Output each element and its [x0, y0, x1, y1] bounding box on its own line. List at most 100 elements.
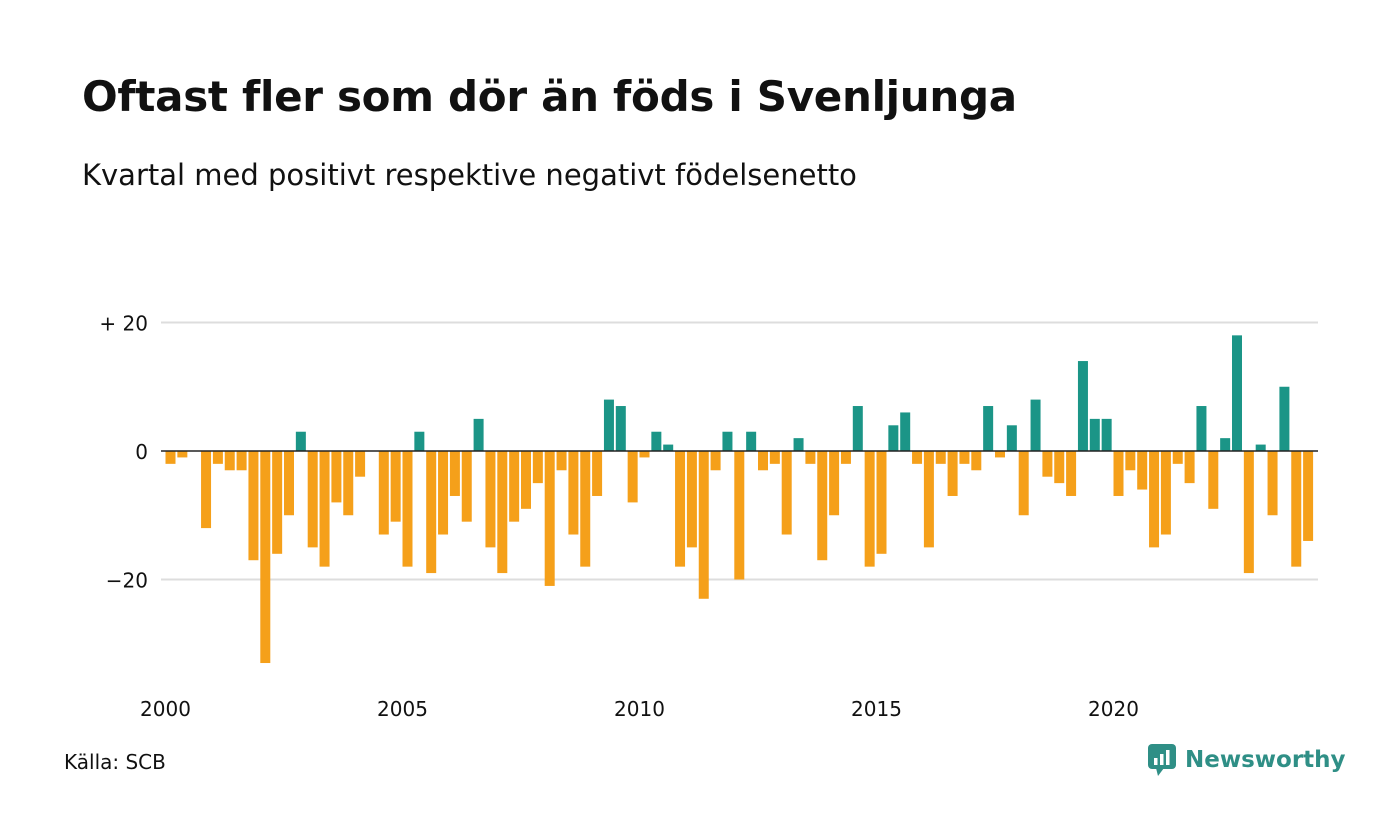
bar-2012-q3 [758, 451, 768, 471]
chart-subtitle: Kvartal med positivt respektive negativt… [82, 158, 857, 192]
bar-2021-q1 [1160, 451, 1171, 535]
bar-2008-q4 [580, 451, 591, 567]
bar-2022-q3 [1232, 335, 1242, 451]
bar-2010-q1 [639, 451, 650, 458]
bar-2004-q1 [355, 451, 366, 477]
bar-2024-q1 [1303, 451, 1314, 541]
bar-2023-q3 [1279, 386, 1290, 451]
bar-2008-q2 [556, 451, 567, 471]
bar-2021-q3 [1184, 451, 1195, 484]
bar-2008-q3 [568, 451, 579, 535]
bar-2011-q2 [698, 451, 709, 599]
bar-2012-q1 [734, 451, 745, 580]
bar-2023-q4 [1291, 451, 1302, 567]
bar-2011-q4 [722, 431, 733, 451]
bar-2012-q4 [769, 451, 780, 464]
y-tick-label: + 20 [99, 312, 148, 336]
bar-2003-q1 [307, 451, 318, 548]
bar-2010-q2 [651, 431, 662, 451]
bar-2018-q2 [1030, 399, 1041, 451]
bar-2010-q4 [675, 451, 686, 567]
bar-2002-q2 [272, 451, 283, 554]
x-tick-label: 2020 [1088, 697, 1139, 721]
bar-2020-q2 [1125, 451, 1136, 471]
bar-2014-q2 [840, 451, 851, 464]
bar-2005-q4 [438, 451, 449, 535]
bar-2006-q2 [461, 451, 472, 522]
bar-2019-q2 [1077, 361, 1088, 451]
bar-2022-q1 [1208, 451, 1219, 509]
bar-2008-q1 [544, 451, 555, 586]
bar-2018-q3 [1042, 451, 1053, 477]
bar-2021-q2 [1172, 451, 1183, 464]
bars [165, 335, 1314, 664]
bar-2001-q1 [212, 451, 223, 464]
bar-2019-q3 [1089, 418, 1100, 451]
bar-2006-q3 [473, 418, 484, 451]
bar-2016-q4 [959, 451, 970, 464]
x-tick-label: 2010 [614, 697, 665, 721]
bar-2004-q3 [378, 451, 389, 535]
bar-2016-q1 [923, 451, 934, 548]
bar-2009-q4 [627, 451, 638, 503]
bar-2022-q4 [1243, 451, 1254, 574]
bar-2013-q3 [805, 451, 816, 464]
source-note: Källa: SCB [64, 750, 166, 774]
bar-2015-q4 [912, 451, 923, 464]
bar-2016-q2 [935, 451, 946, 464]
bar-2002-q3 [284, 451, 294, 516]
bar-2003-q3 [331, 451, 342, 503]
bar-2003-q2 [319, 451, 330, 567]
bar-2006-q1 [449, 451, 460, 496]
bar-2009-q1 [592, 451, 603, 496]
bar-2001-q2 [224, 451, 235, 471]
brand-logo[interactable]: Newsworthy [1147, 743, 1346, 777]
bar-2004-q4 [390, 451, 401, 522]
bar-2018-q4 [1054, 451, 1065, 484]
bar-2013-q4 [817, 451, 828, 561]
x-axis-labels: 2000 2005 2010 2015 2020 [140, 697, 1139, 721]
bar-2000-q1 [165, 451, 176, 464]
brand-name: Newsworthy [1185, 747, 1346, 773]
bar-2017-q1 [971, 451, 982, 471]
bar-2021-q4 [1196, 406, 1207, 451]
bar-2007-q2 [509, 451, 520, 522]
bar-2007-q4 [532, 451, 543, 484]
bar-2001-q4 [248, 451, 259, 561]
bar-2001-q3 [236, 451, 247, 471]
x-tick-label: 2015 [851, 697, 902, 721]
bar-2002-q4 [295, 431, 306, 451]
bar-2023-q1 [1255, 444, 1266, 451]
bar-2015-q2 [888, 425, 899, 451]
bar-2000-q2 [177, 451, 188, 458]
bar-2007-q1 [497, 451, 508, 574]
bar-2017-q4 [1006, 425, 1017, 451]
x-tick-label: 2005 [377, 697, 428, 721]
bar-2005-q3 [426, 451, 437, 574]
bar-2022-q2 [1220, 438, 1231, 451]
bar-2011-q3 [710, 451, 721, 471]
bar-2007-q3 [521, 451, 531, 509]
bar-2020-q3 [1137, 451, 1148, 490]
bar-2014-q4 [864, 451, 875, 567]
bar-2005-q1 [402, 451, 413, 567]
bar-2016-q3 [947, 451, 958, 496]
bar-2020-q1 [1113, 451, 1124, 496]
bar-2000-q4 [201, 451, 212, 529]
bar-2009-q3 [615, 406, 626, 451]
bar-2020-q4 [1149, 451, 1160, 548]
bar-2018-q1 [1018, 451, 1029, 516]
bar-2019-q1 [1066, 451, 1077, 496]
x-tick-label: 2000 [140, 697, 191, 721]
bar-2015-q3 [900, 412, 911, 451]
bar-2014-q3 [852, 406, 863, 451]
newsworthy-logo-icon [1148, 744, 1176, 776]
bar-2019-q4 [1101, 418, 1112, 451]
bar-2017-q2 [983, 406, 994, 451]
y-axis-labels: + 20 0 −20 [99, 312, 148, 593]
bar-2006-q4 [485, 451, 496, 548]
bar-2013-q2 [793, 438, 804, 451]
bar-2017-q3 [995, 451, 1005, 458]
bar-2013-q1 [781, 451, 792, 535]
